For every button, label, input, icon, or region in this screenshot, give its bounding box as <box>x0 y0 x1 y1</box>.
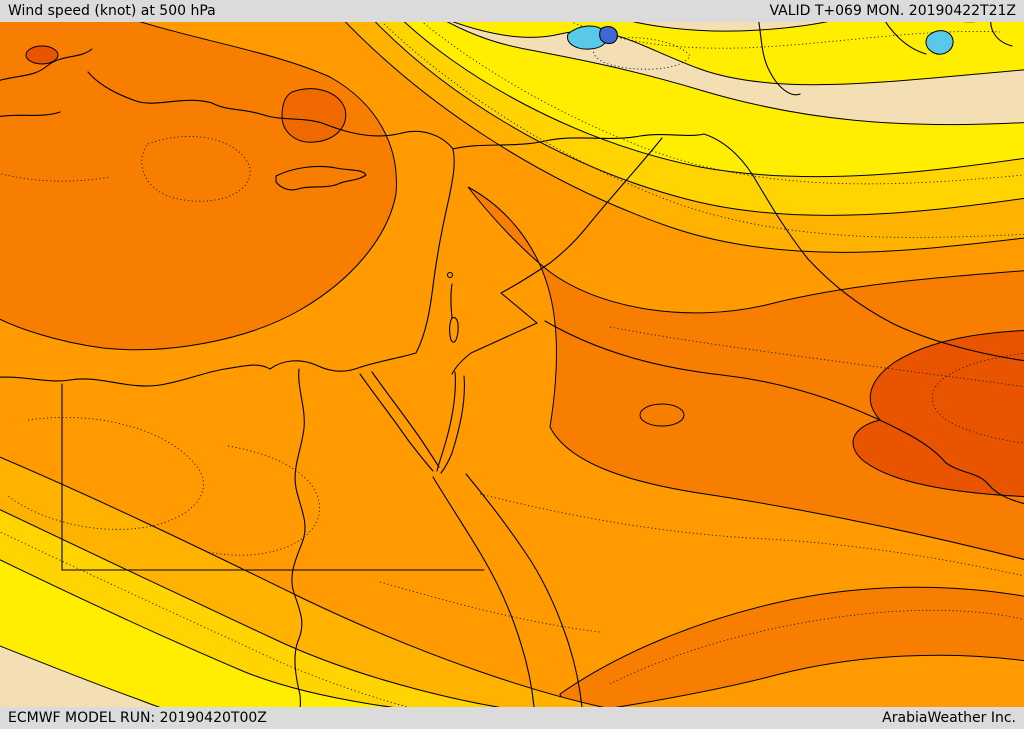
intermediate-contours <box>0 22 1024 707</box>
model-run-label: ECMWF MODEL RUN: 20190420T00Z <box>8 710 267 726</box>
header-bar: Wind speed (knot) at 500 hPa VALID T+069… <box>0 0 1024 22</box>
gulf-coast-fragment <box>945 462 1024 505</box>
wind-speed-map <box>0 22 1024 707</box>
dead-sea <box>449 283 459 343</box>
mediterranean-coastline <box>0 71 455 387</box>
red-sea-arabian-coast <box>465 473 583 707</box>
attribution-label: ArabiaWeather Inc. <box>882 710 1016 726</box>
band-yellow-sw <box>0 559 394 707</box>
band-deep-turkey-blob <box>281 88 347 143</box>
saudi-iraq-border <box>544 320 947 464</box>
band-dark-southeast <box>559 586 1024 707</box>
lakes <box>567 25 954 55</box>
wind-speed-bands <box>0 22 1024 707</box>
footer-bar: ECMWF MODEL RUN: 20190420T00Z ArabiaWeat… <box>0 707 1024 729</box>
aegean-coast-fragments-2 <box>0 111 61 117</box>
band-red-spot-nw <box>25 45 59 65</box>
band-yellow-ne <box>403 22 1024 178</box>
lake-urmia <box>925 30 954 55</box>
turkey-syria-border <box>452 133 705 150</box>
iraq-iran-border <box>703 133 1024 362</box>
lake-van-east-basin <box>599 26 618 44</box>
syria-iraq-border <box>549 137 663 264</box>
cyprus-coastline <box>275 165 367 191</box>
local-max-contour <box>639 403 685 427</box>
nile-river <box>291 368 306 707</box>
map-area <box>0 22 1024 707</box>
sea-of-galilee <box>446 271 454 279</box>
geography-borders <box>0 22 1024 707</box>
valid-time-label: VALID T+069 MON. 20190422T21Z <box>769 3 1016 19</box>
red-sea-african-coast <box>432 476 535 707</box>
jordan-borders <box>451 262 551 375</box>
band-cream-sw-corner <box>0 645 161 707</box>
aegean-coast-fragments <box>0 48 93 81</box>
map-title: Wind speed (knot) at 500 hPa <box>8 3 216 19</box>
